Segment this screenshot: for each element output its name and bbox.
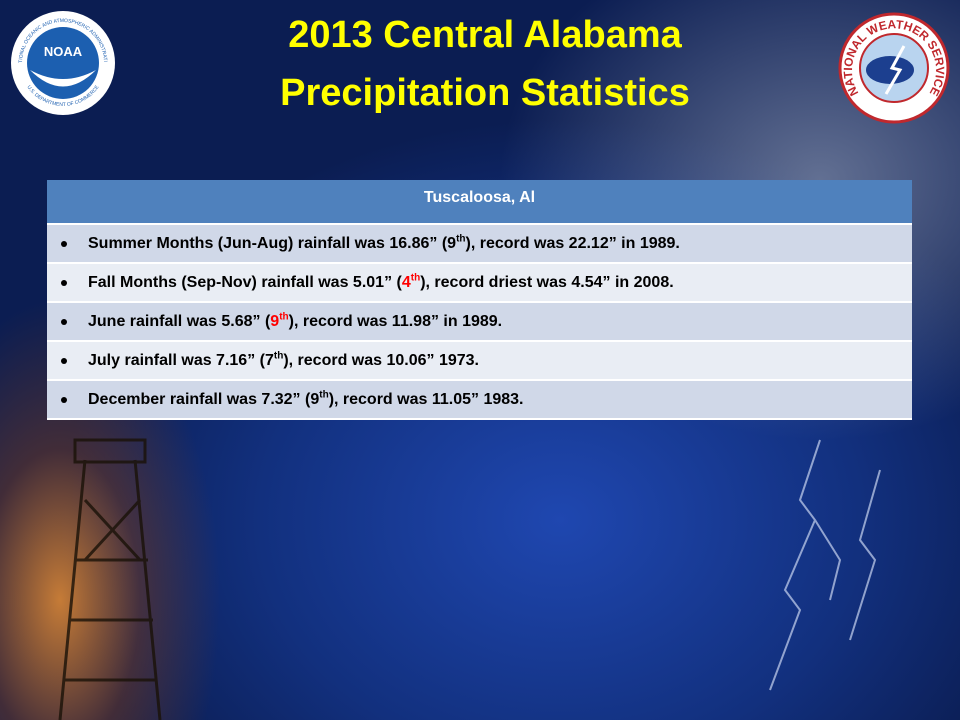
text-before: June rainfall was 5.68” ( [88, 313, 271, 330]
rank: 9th [310, 389, 329, 408]
row-text: June rainfall was 5.68” (9th), record wa… [88, 303, 502, 340]
rank-number: 9 [310, 391, 320, 408]
text-after: ), record was 22.12” in 1989. [465, 235, 680, 252]
rank-suffix: th [456, 233, 466, 245]
text-before: July rainfall was 7.16” ( [88, 352, 265, 369]
row-text: December rainfall was 7.32” (9th), recor… [88, 381, 523, 418]
text-after: ), record driest was 4.54” in 2008. [420, 274, 674, 291]
noaa-label: NOAA [44, 44, 83, 59]
table-row: Summer Months (Jun-Aug) rainfall was 16.… [47, 225, 912, 264]
rank-suffix: th [279, 311, 289, 323]
row-text: Summer Months (Jun-Aug) rainfall was 16.… [88, 225, 680, 262]
rank-number: 9 [270, 313, 280, 330]
rank-suffix: th [410, 272, 421, 284]
row-text: Fall Months (Sep-Nov) rainfall was 5.01”… [88, 264, 674, 301]
rank: 7th [264, 350, 284, 369]
bullet [61, 280, 67, 286]
rank-number: 4 [401, 274, 411, 291]
rank: 9th [447, 233, 466, 252]
rank: 9th [270, 311, 289, 330]
text-before: December rainfall was 7.32” ( [88, 391, 311, 408]
table-header: Tuscaloosa, Al [47, 180, 912, 225]
bullet [61, 241, 67, 247]
table-row: December rainfall was 7.32” (9th), recor… [47, 381, 912, 420]
rank-number: 7 [264, 352, 274, 369]
text-before: Fall Months (Sep-Nov) rainfall was 5.01”… [88, 274, 402, 291]
text-after: ), record was 11.98” in 1989. [288, 313, 503, 330]
nws-logo: NATIONAL WEATHER SERVICE [838, 12, 950, 124]
rank-number: 9 [447, 235, 457, 252]
table-row: Fall Months (Sep-Nov) rainfall was 5.01”… [47, 264, 912, 303]
rank-suffix: th [319, 389, 329, 401]
bullet [61, 397, 67, 403]
rank: 4th [401, 272, 421, 291]
text-after: ), record was 10.06” 1973. [283, 352, 479, 369]
stats-table: Tuscaloosa, Al Summer Months (Jun-Aug) r… [47, 180, 912, 420]
table-row: June rainfall was 5.68” (9th), record wa… [47, 303, 912, 342]
rank-suffix: th [273, 350, 284, 362]
row-text: July rainfall was 7.16” (7th), record wa… [88, 342, 479, 379]
table-row: July rainfall was 7.16” (7th), record wa… [47, 342, 912, 381]
bullet [61, 319, 67, 325]
noaa-logo: NOAA NATIONAL OCEANIC AND ATMOSPHERIC AD… [8, 8, 115, 115]
table-body: Summer Months (Jun-Aug) rainfall was 16.… [47, 225, 912, 420]
title-line: Precipitation Statistics [280, 72, 690, 114]
text-after: ), record was 11.05” 1983. [328, 391, 524, 408]
text-before: Summer Months (Jun-Aug) rainfall was 16.… [88, 235, 448, 252]
bullet [61, 358, 67, 364]
title-line: 2013 Central Alabama [288, 14, 682, 56]
